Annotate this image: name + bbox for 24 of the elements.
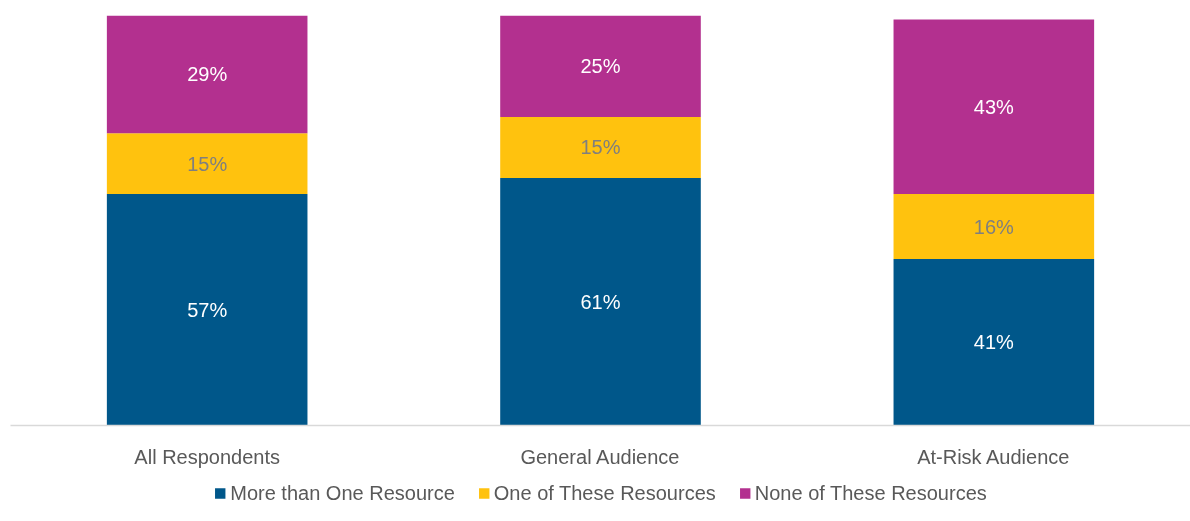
legend-label: One of These Resources — [493, 481, 716, 504]
bar — [500, 15, 701, 117]
data-label: 29% — [187, 63, 228, 86]
data-label: 41% — [973, 331, 1015, 354]
x-tick-label: General Audience — [520, 445, 680, 468]
x-tick-label: At-Risk Audience — [917, 445, 1070, 468]
bar — [106, 15, 308, 134]
data-label: 57% — [187, 298, 228, 321]
bar — [106, 133, 308, 195]
bar — [893, 194, 1095, 260]
bar — [893, 19, 1095, 195]
data-label: 25% — [580, 55, 621, 78]
data-label: 61% — [580, 290, 621, 313]
bar — [106, 194, 308, 426]
bar — [893, 259, 1095, 426]
x-tick-label: All Respondents — [134, 445, 280, 468]
bar — [500, 177, 701, 426]
legend-label: More than One Resource — [230, 481, 455, 504]
data-label: 43% — [973, 95, 1015, 118]
data-label: 15% — [580, 136, 621, 159]
legend-label: None of These Resources — [754, 481, 987, 504]
data-label: 15% — [187, 152, 228, 175]
data-label: 16% — [973, 215, 1015, 238]
bar — [500, 116, 701, 178]
